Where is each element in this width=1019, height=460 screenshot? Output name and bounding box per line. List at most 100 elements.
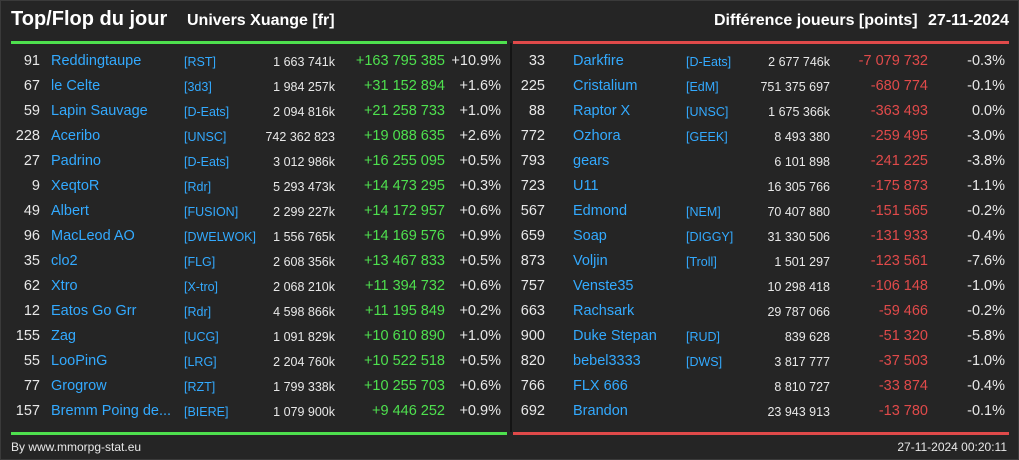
alliance-tag-link[interactable]: [Troll] [686, 255, 717, 269]
player-name-link[interactable]: XeqtoR [51, 178, 100, 194]
player-name-link[interactable]: MacLeod AO [51, 228, 135, 244]
points-diff-cell: +11 394 732 [365, 278, 445, 294]
score-cell: 2 299 227k [273, 205, 335, 219]
alliance-tag-link[interactable]: [EdM] [686, 80, 719, 94]
percent-change-cell: +0.9% [459, 403, 501, 419]
rank-cell: 12 [23, 303, 40, 319]
alliance-tag-link[interactable]: [DIGGY] [686, 230, 734, 244]
player-name-link[interactable]: Ozhora [573, 128, 621, 144]
points-diff-cell: +13 467 833 [363, 253, 445, 269]
alliance-tag-link[interactable]: [D-Eats] [686, 55, 732, 69]
alliance-tag-link[interactable]: [UNSC] [184, 130, 227, 144]
player-name-link[interactable]: Darkfire [573, 53, 624, 69]
player-name-link[interactable]: LooPinG [51, 353, 108, 369]
percent-change-cell: +0.3% [459, 178, 501, 194]
player-name-link[interactable]: Rachsark [573, 303, 635, 319]
alliance-tag-link[interactable]: [X-tro] [184, 280, 219, 294]
player-name-link[interactable]: Aceribo [51, 128, 101, 144]
percent-change-cell: +1.6% [459, 78, 501, 94]
table-row: 12 Eatos Go Grr [Rdr] 4 598 866k +11 195 849… [1, 298, 1019, 323]
alliance-tag-link[interactable]: [FLG] [184, 255, 216, 269]
alliance-tag-link[interactable]: [3d3] [184, 80, 212, 94]
points-diff-cell: -259 495 [870, 128, 928, 144]
score-cell: 742 362 823 [265, 130, 335, 144]
alliance-tag-link[interactable]: [FUSION] [184, 205, 239, 219]
points-diff-cell: +9 446 252 [372, 403, 445, 419]
alliance-tag-link[interactable]: [GEEK] [686, 130, 728, 144]
rank-cell: 900 [520, 328, 545, 344]
player-name-link[interactable]: Voljin [573, 253, 608, 269]
alliance-tag-link[interactable]: [Rdr] [184, 180, 212, 194]
percent-change-cell: +10.9% [451, 53, 501, 69]
percent-change-cell: -0.1% [967, 403, 1005, 419]
player-name-link[interactable]: Duke Stepan [573, 328, 657, 344]
score-cell: 1 501 297 [774, 255, 830, 269]
player-name-link[interactable]: Zag [51, 328, 76, 344]
alliance-tag-link[interactable]: [UNSC] [686, 105, 729, 119]
alliance-tag-link[interactable]: [RST] [184, 55, 216, 69]
alliance-tag-link[interactable]: [LRG] [184, 355, 217, 369]
player-name-link[interactable]: Grogrow [51, 378, 107, 394]
player-name-link[interactable]: FLX 666 [573, 378, 628, 394]
points-diff-cell: +163 795 385 [355, 53, 445, 69]
table-row: 96 MacLeod AO [DWELWOK] 1 556 765k +14 169 5… [1, 223, 1019, 248]
percent-change-cell: 0.0% [971, 103, 1005, 119]
player-name-link[interactable]: Bremm Poing de... [51, 403, 172, 419]
footer-timestamp: 27-11-2024 00:20:11 [897, 440, 1007, 454]
player-name-link[interactable]: Padrino [51, 153, 101, 169]
column-separator [510, 43, 512, 432]
rank-cell: 820 [520, 353, 545, 369]
bottom-divider-green [11, 432, 507, 435]
rank-cell: 88 [528, 103, 545, 119]
table-row: 900 Duke Stepan [RUD] 839 628 -51 320 -5.8% [1, 323, 1019, 348]
page-title: Top/Flop du jour [11, 8, 168, 30]
alliance-tag-link[interactable]: [D-Eats] [184, 155, 230, 169]
score-cell: 16 305 766 [767, 180, 830, 194]
alliance-tag-link[interactable]: [Rdr] [184, 305, 212, 319]
rank-cell: 228 [15, 128, 40, 144]
player-name-link[interactable]: Cristalium [573, 78, 638, 94]
alliance-tag-link[interactable]: [NEM] [686, 205, 721, 219]
rank-cell: 692 [520, 403, 545, 419]
player-name-link[interactable]: Eatos Go Grr [51, 303, 137, 319]
alliance-tag-link[interactable]: [UCG] [184, 330, 219, 344]
score-cell: 6 101 898 [774, 155, 830, 169]
rank-cell: 663 [520, 303, 545, 319]
player-name-link[interactable]: Lapin Sauvage [51, 103, 148, 119]
metric-label: Différence joueurs [points] [714, 12, 918, 29]
player-name-link[interactable]: U11 [573, 178, 599, 194]
player-name-link[interactable]: Reddingtaupe [51, 53, 142, 69]
player-name-link[interactable]: Raptor X [573, 103, 631, 119]
alliance-tag-link[interactable]: [DWS] [686, 355, 723, 369]
table-row: 59 Lapin Sauvage [D-Eats] 2 094 816k +21 258… [1, 98, 1019, 123]
points-diff-cell: -51 320 [878, 328, 928, 344]
player-name-link[interactable]: Edmond [573, 203, 628, 219]
header-date: 27-11-2024 [928, 12, 1009, 29]
table-row: 228 Aceribo [UNSC] 742 362 823 +19 088 635 +2… [1, 123, 1019, 148]
score-cell: 4 598 866k [273, 305, 335, 319]
points-diff-cell: -37 503 [878, 353, 928, 369]
points-diff-cell: +10 255 703 [363, 378, 445, 394]
alliance-tag-link[interactable]: [BIERE] [184, 405, 229, 419]
alliance-tag-link[interactable]: [DWELWOK] [184, 230, 256, 244]
alliance-tag-link[interactable]: [RZT] [184, 380, 216, 394]
player-name-link[interactable]: clo2 [51, 253, 78, 269]
player-name-link[interactable]: le Celte [51, 78, 101, 94]
points-diff-cell: -131 933 [870, 228, 928, 244]
player-name-link[interactable]: Venste35 [573, 278, 634, 294]
rank-cell: 77 [23, 378, 40, 394]
player-name-link[interactable]: bebel3333 [573, 353, 641, 369]
player-name-link[interactable]: Brandon [573, 403, 628, 419]
points-diff-cell: +11 195 849 [365, 303, 445, 319]
player-name-link[interactable]: Soap [573, 228, 607, 244]
player-name-link[interactable]: Xtro [51, 278, 78, 294]
player-name-link[interactable]: gears [573, 153, 610, 169]
rank-cell: 723 [520, 178, 545, 194]
rank-cell: 567 [520, 203, 545, 219]
percent-change-cell: +1.0% [459, 328, 501, 344]
alliance-tag-link[interactable]: [RUD] [686, 330, 721, 344]
alliance-tag-link[interactable]: [D-Eats] [184, 105, 230, 119]
points-diff-cell: +19 088 635 [363, 128, 445, 144]
percent-change-cell: +0.2% [459, 303, 501, 319]
player-name-link[interactable]: Albert [51, 203, 89, 219]
